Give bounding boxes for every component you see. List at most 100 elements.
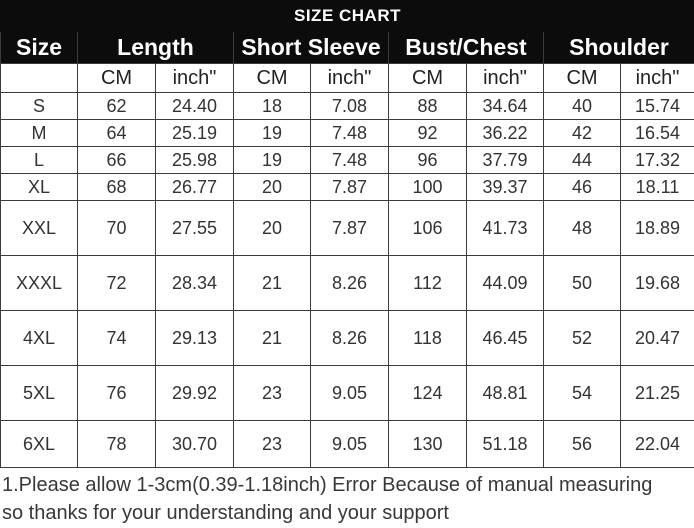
size-chart-table: SIZE CHART Size Length Short Sleeve Bust…: [0, 0, 694, 468]
measuring-note-line1: 1.Please allow 1-3cm(0.39-1.18inch) Erro…: [2, 471, 692, 499]
sleeve-cm-value: 18: [234, 93, 311, 120]
length-inch-value: 29.92: [156, 366, 234, 421]
column-header-length: Length: [78, 32, 234, 64]
shoulder-inch-value: 16.54: [621, 120, 694, 147]
bust-cm-value: 130: [389, 421, 467, 468]
bust-inch-value: 48.81: [467, 366, 544, 421]
measuring-note: 1.Please allow 1-3cm(0.39-1.18inch) Erro…: [0, 468, 694, 528]
size-label: 6XL: [1, 421, 78, 468]
sleeve-cm-value: 21: [234, 256, 311, 311]
shoulder-inch-value: 18.89: [621, 201, 694, 256]
length-cm-value: 68: [78, 174, 156, 201]
shoulder-inch-value: 21.25: [621, 366, 694, 421]
unit-inch-label: inch": [156, 64, 234, 93]
table-row-xxl: XXL 70 27.55 20 7.87 106 41.73 48 18.89: [1, 201, 694, 256]
sleeve-cm-value: 20: [234, 174, 311, 201]
bust-inch-value: 44.09: [467, 256, 544, 311]
bust-cm-value: 112: [389, 256, 467, 311]
sleeve-inch-value: 8.26: [311, 256, 389, 311]
length-cm-value: 78: [78, 421, 156, 468]
bust-inch-value: 36.22: [467, 120, 544, 147]
bust-inch-value: 37.79: [467, 147, 544, 174]
sleeve-inch-value: 8.26: [311, 311, 389, 366]
size-label: 5XL: [1, 366, 78, 421]
unit-inch-label: inch": [621, 64, 694, 93]
table-row-m: M 64 25.19 19 7.48 92 36.22 42 16.54: [1, 120, 694, 147]
unit-inch-label: inch": [467, 64, 544, 93]
bust-cm-value: 88: [389, 93, 467, 120]
length-inch-value: 26.77: [156, 174, 234, 201]
table-row-s: S 62 24.40 18 7.08 88 34.64 40 15.74: [1, 93, 694, 120]
size-label: XXL: [1, 201, 78, 256]
bust-inch-value: 46.45: [467, 311, 544, 366]
measuring-note-line2: so thanks for your understanding and you…: [2, 499, 692, 527]
sleeve-inch-value: 9.05: [311, 421, 389, 468]
size-label: S: [1, 93, 78, 120]
sleeve-cm-value: 23: [234, 366, 311, 421]
unit-cm-label: CM: [234, 64, 311, 93]
bust-cm-value: 100: [389, 174, 467, 201]
length-cm-value: 72: [78, 256, 156, 311]
shoulder-inch-value: 15.74: [621, 93, 694, 120]
length-inch-value: 24.40: [156, 93, 234, 120]
shoulder-inch-value: 22.04: [621, 421, 694, 468]
column-header-short-sleeve: Short Sleeve: [234, 32, 389, 64]
bust-inch-value: 34.64: [467, 93, 544, 120]
length-inch-value: 25.19: [156, 120, 234, 147]
sleeve-cm-value: 19: [234, 120, 311, 147]
unit-inch-label: inch": [311, 64, 389, 93]
length-cm-value: 76: [78, 366, 156, 421]
bust-cm-value: 92: [389, 120, 467, 147]
unit-cm-label: CM: [78, 64, 156, 93]
shoulder-inch-value: 19.68: [621, 256, 694, 311]
bust-cm-value: 96: [389, 147, 467, 174]
sleeve-inch-value: 7.08: [311, 93, 389, 120]
column-header-shoulder: Shoulder: [544, 32, 694, 64]
table-row-4xl: 4XL 74 29.13 21 8.26 118 46.45 52 20.47: [1, 311, 694, 366]
table-row-l: L 66 25.98 19 7.48 96 37.79 44 17.32: [1, 147, 694, 174]
shoulder-cm-value: 44: [544, 147, 621, 174]
shoulder-cm-value: 48: [544, 201, 621, 256]
sleeve-inch-value: 7.87: [311, 174, 389, 201]
shoulder-cm-value: 46: [544, 174, 621, 201]
table-row: SIZE CHART: [1, 1, 694, 32]
length-cm-value: 66: [78, 147, 156, 174]
table-row-xl: XL 68 26.77 20 7.87 100 39.37 46 18.11: [1, 174, 694, 201]
length-cm-value: 62: [78, 93, 156, 120]
shoulder-cm-value: 40: [544, 93, 621, 120]
shoulder-inch-value: 17.32: [621, 147, 694, 174]
sleeve-inch-value: 7.48: [311, 120, 389, 147]
size-label: 4XL: [1, 311, 78, 366]
table-row-xxxl: XXXL 72 28.34 21 8.26 112 44.09 50 19.68: [1, 256, 694, 311]
sleeve-cm-value: 20: [234, 201, 311, 256]
sleeve-cm-value: 23: [234, 421, 311, 468]
shoulder-cm-value: 42: [544, 120, 621, 147]
shoulder-inch-value: 20.47: [621, 311, 694, 366]
size-label: XXXL: [1, 256, 78, 311]
shoulder-inch-value: 18.11: [621, 174, 694, 201]
shoulder-cm-value: 50: [544, 256, 621, 311]
shoulder-cm-value: 54: [544, 366, 621, 421]
sleeve-cm-value: 19: [234, 147, 311, 174]
length-inch-value: 28.34: [156, 256, 234, 311]
column-header-size: Size: [1, 32, 78, 64]
shoulder-cm-value: 56: [544, 421, 621, 468]
unit-cm-label: CM: [389, 64, 467, 93]
bust-cm-value: 118: [389, 311, 467, 366]
bust-inch-value: 41.73: [467, 201, 544, 256]
size-label: M: [1, 120, 78, 147]
unit-header-row: CM inch" CM inch" CM inch" CM inch": [1, 64, 694, 93]
unit-empty-cell: [1, 64, 78, 93]
size-label: XL: [1, 174, 78, 201]
size-label: L: [1, 147, 78, 174]
length-inch-value: 25.98: [156, 147, 234, 174]
length-cm-value: 74: [78, 311, 156, 366]
length-inch-value: 27.55: [156, 201, 234, 256]
unit-cm-label: CM: [544, 64, 621, 93]
sleeve-cm-value: 21: [234, 311, 311, 366]
bust-cm-value: 124: [389, 366, 467, 421]
sleeve-inch-value: 7.87: [311, 201, 389, 256]
table-header-row: Size Length Short Sleeve Bust/Chest Shou…: [1, 32, 694, 64]
length-cm-value: 64: [78, 120, 156, 147]
